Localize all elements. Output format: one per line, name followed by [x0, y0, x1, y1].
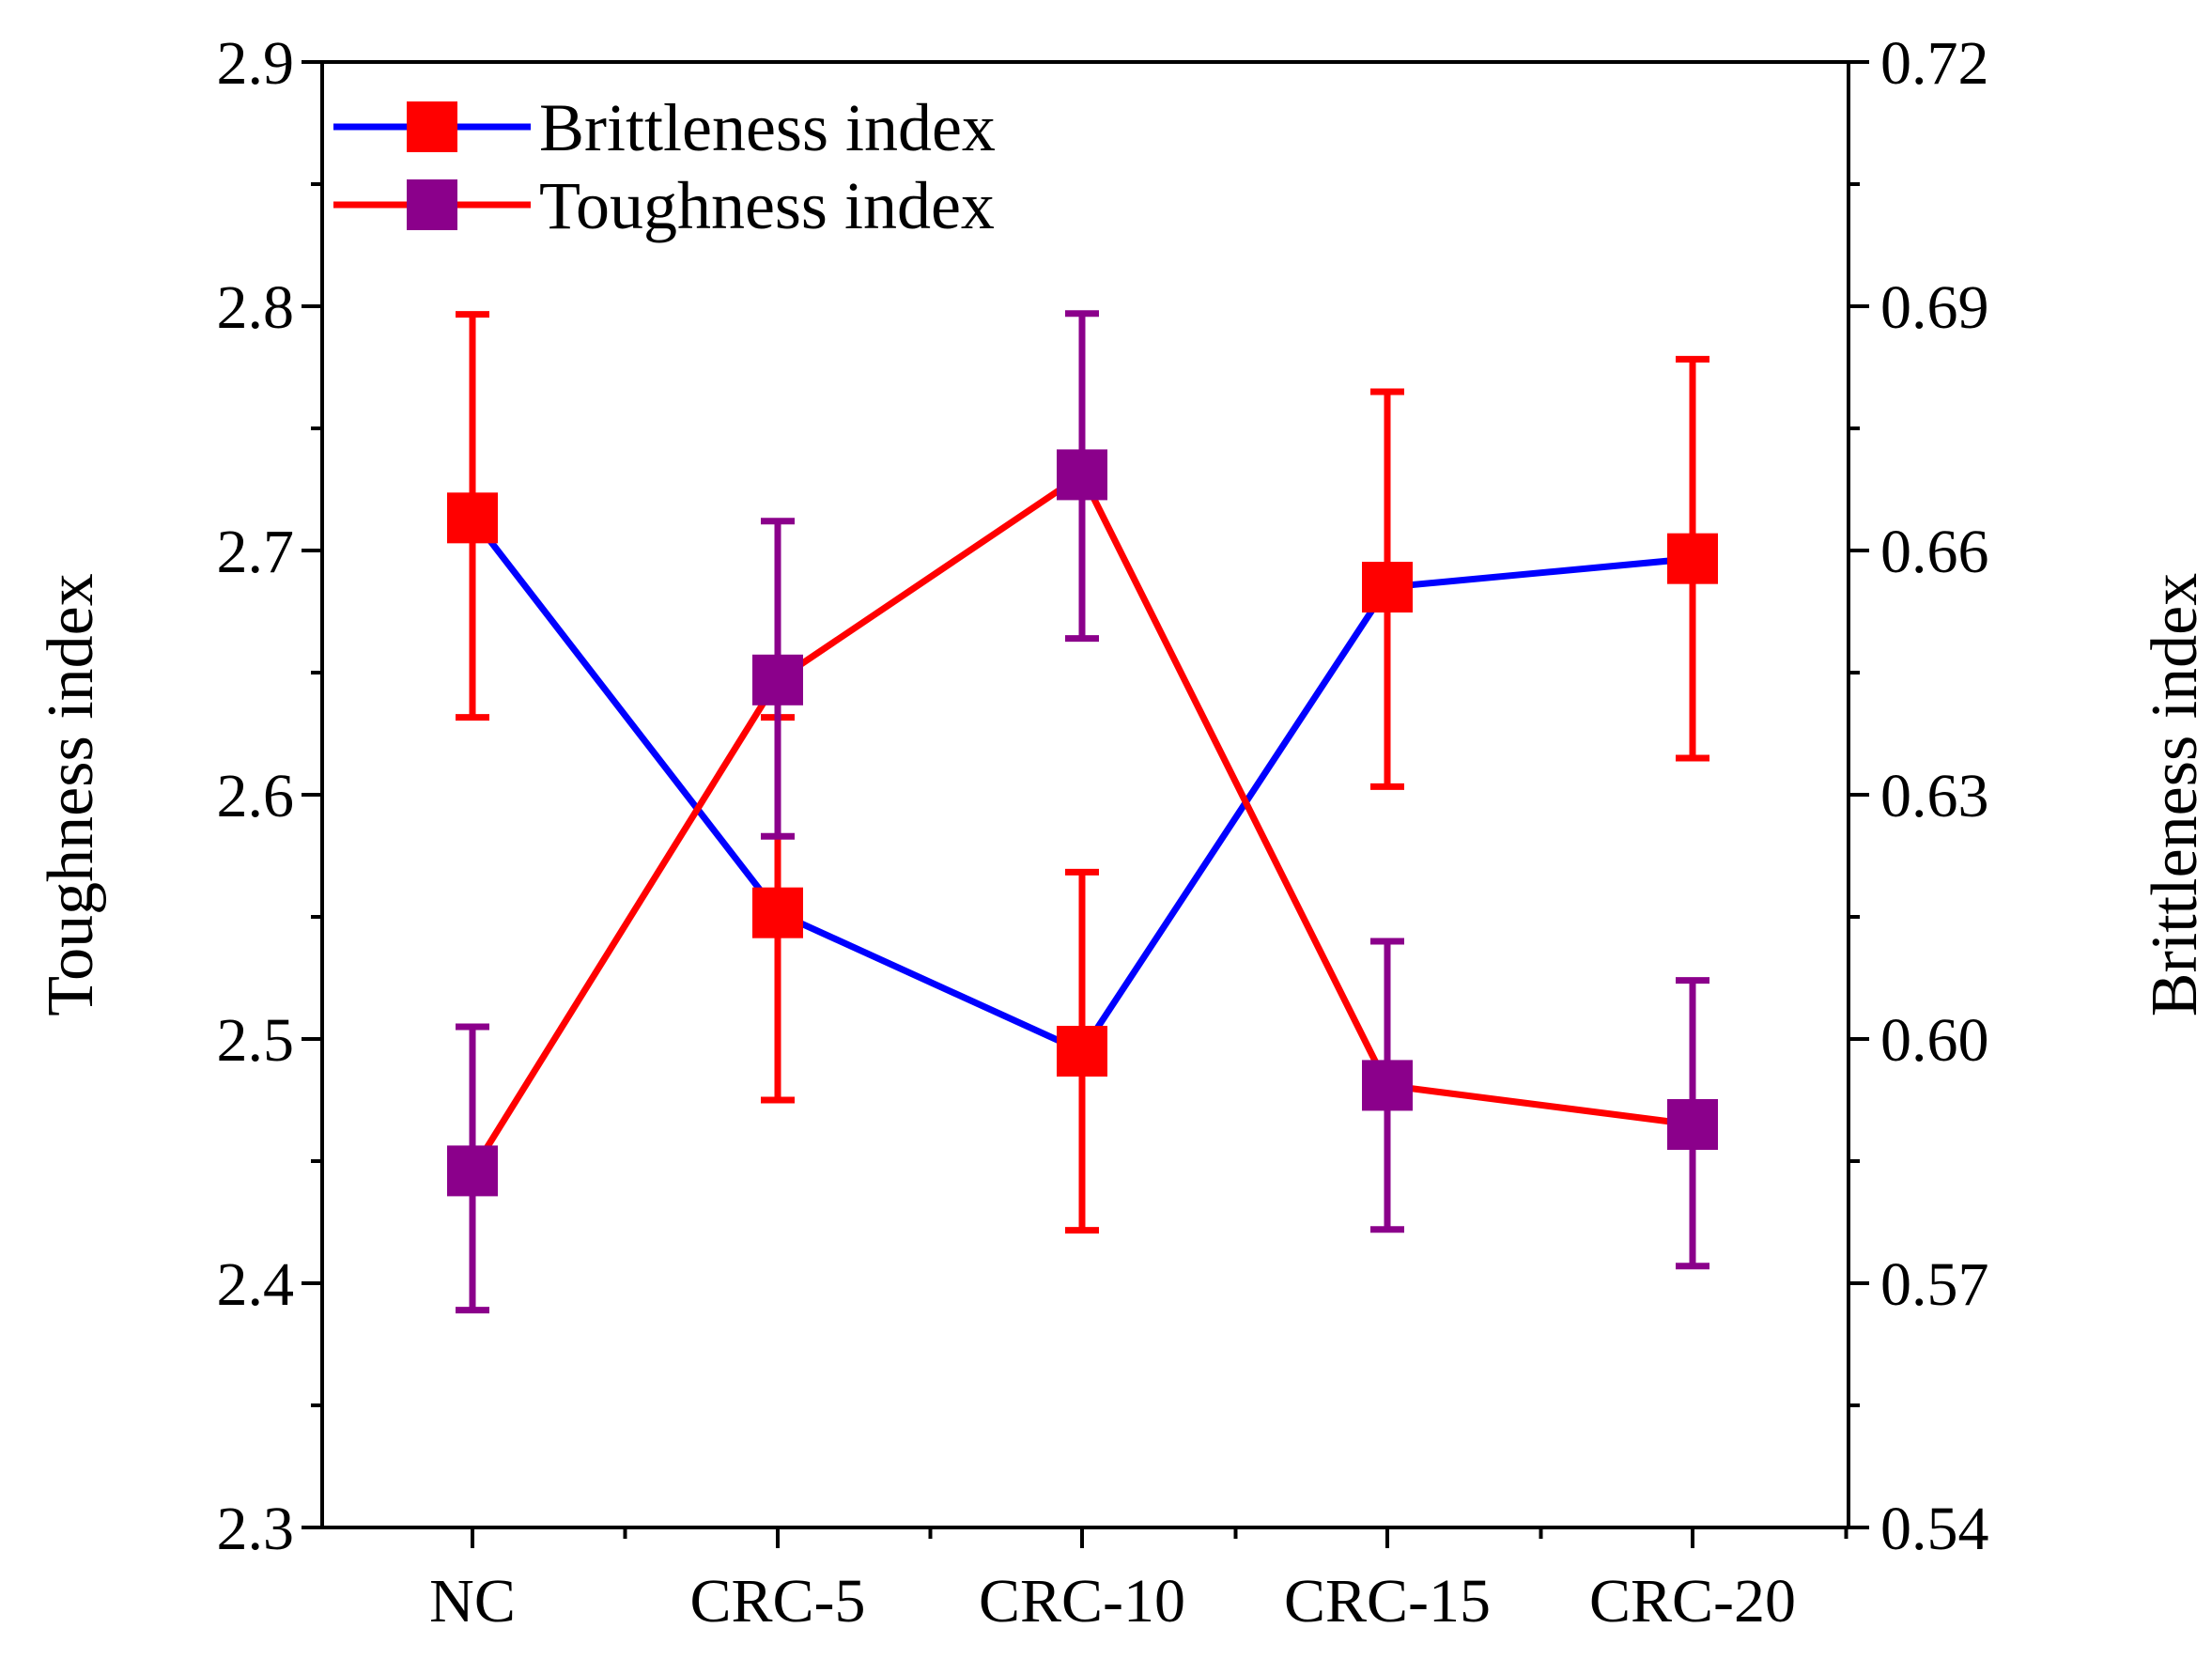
toughness-index-marker — [752, 654, 803, 705]
brittleness-index-marker — [447, 492, 498, 544]
left-tick-label: 2.7 — [217, 518, 295, 586]
x-tick-label: CRC-10 — [979, 1567, 1185, 1636]
legend-label-brittleness: Brittleness index — [539, 90, 996, 165]
x-tick-label: CRC-20 — [1589, 1567, 1796, 1636]
right-tick-label: 0.69 — [1880, 273, 1989, 342]
legend-marker-brittleness — [407, 101, 457, 152]
plot-frame — [320, 60, 1850, 1529]
plot-layer — [447, 310, 1718, 1314]
right-axis-title: Brittleness index — [2139, 573, 2211, 1016]
legend-marker-toughness — [407, 179, 457, 230]
toughness-index-line-segment — [1386, 1081, 1694, 1128]
brittleness-index-line-segment — [1386, 555, 1694, 591]
left-tick-label: 2.8 — [217, 273, 295, 342]
right-tick-label: 0.63 — [1880, 762, 1989, 830]
left-tick-label: 2.3 — [217, 1495, 295, 1563]
brittleness-index-marker — [1057, 1026, 1107, 1077]
axes-layer: 2.3 2.4 2.5 2.6 2.7 2.8 2.9 0.54 0.57 0.60 0.63 0.6… — [217, 29, 1989, 1636]
right-tick-label: 0.60 — [1880, 1006, 1989, 1075]
left-tick-label: 2.9 — [217, 29, 295, 98]
brittleness-index-line-segment — [776, 909, 1084, 1055]
left-tick-label: 2.4 — [217, 1250, 295, 1319]
right-tick-label: 0.66 — [1880, 518, 1989, 586]
toughness-index-line-segment — [776, 472, 1084, 683]
brittleness-index-line-segment — [470, 516, 781, 915]
toughness-index-marker — [1362, 1060, 1413, 1111]
toughness-index-line-segment — [1078, 473, 1391, 1087]
toughness-index-marker — [1057, 449, 1107, 501]
right-tick-label: 0.72 — [1880, 29, 1989, 98]
legend: Brittleness index Toughness index — [333, 90, 996, 243]
legend-label-toughness: Toughness index — [539, 168, 995, 243]
left-tick-label: 2.6 — [217, 762, 295, 830]
toughness-index-marker — [447, 1145, 498, 1197]
right-tick-label: 0.54 — [1880, 1495, 1989, 1563]
left-axis-title: Toughness index — [35, 573, 107, 1016]
x-tick-label: CRC-5 — [689, 1567, 865, 1636]
right-tick-label: 0.57 — [1880, 1250, 1989, 1319]
brittleness-index-line-segment — [1079, 585, 1390, 1053]
brittleness-index-marker — [1667, 533, 1718, 584]
left-tick-label: 2.5 — [217, 1006, 295, 1075]
brittleness-index-marker — [752, 887, 803, 938]
brittleness-index-marker — [1362, 562, 1413, 612]
toughness-index-line-segment — [470, 677, 781, 1173]
toughness-index-marker — [1667, 1099, 1718, 1150]
x-tick-label: NC — [429, 1567, 516, 1636]
x-tick-label: CRC-15 — [1284, 1567, 1491, 1636]
